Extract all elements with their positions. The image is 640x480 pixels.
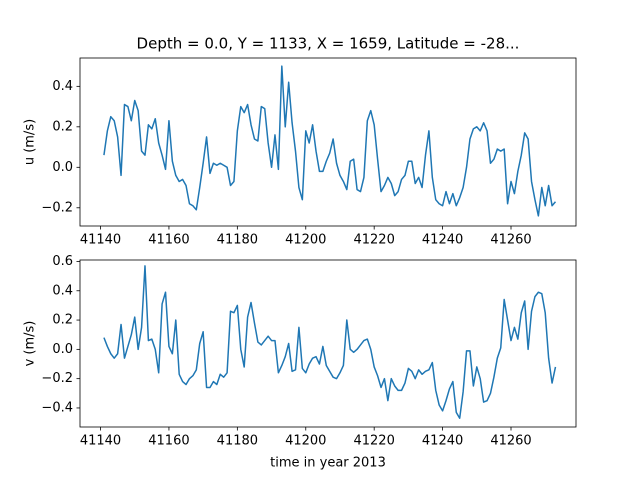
x-tick-label: 41180 xyxy=(217,434,258,449)
y-tick-label: 0.0 xyxy=(52,160,73,175)
data-line xyxy=(103,65,557,217)
y-axis-label: u (m/s) xyxy=(23,119,38,165)
y-tick-label: 0.4 xyxy=(52,79,73,94)
y-tick-label: 0.6 xyxy=(52,254,73,269)
x-tick-label: 41140 xyxy=(80,434,121,449)
axes-frame xyxy=(79,259,577,428)
x-tick-label: 41180 xyxy=(217,233,258,248)
y-tick-label: 0.2 xyxy=(52,119,73,134)
x-tick-label: 41160 xyxy=(148,434,189,449)
x-tick-label: 41240 xyxy=(422,434,463,449)
x-tick-label: 41220 xyxy=(353,434,394,449)
x-tick-label: 41140 xyxy=(80,233,121,248)
y-tick-label: −0.4 xyxy=(41,400,73,415)
y-tick-label: 0.2 xyxy=(52,313,73,328)
plot-area xyxy=(80,260,576,427)
y-tick-label: −0.2 xyxy=(41,371,73,386)
data-line xyxy=(103,265,557,419)
x-axis-label: time in year 2013 xyxy=(270,456,386,471)
y-tick-label: −0.2 xyxy=(41,200,73,215)
x-tick-label: 41220 xyxy=(353,233,394,248)
x-tick-label: 41160 xyxy=(148,233,189,248)
x-tick-label: 41200 xyxy=(285,434,326,449)
x-tick-label: 41260 xyxy=(490,233,531,248)
x-tick-label: 41200 xyxy=(285,233,326,248)
y-axis-label: v (m/s) xyxy=(23,321,38,367)
plot-area xyxy=(80,58,576,226)
chart-title: Depth = 0.0, Y = 1133, X = 1659, Latitud… xyxy=(137,35,520,53)
x-tick-label: 41260 xyxy=(490,434,531,449)
y-tick-label: 0.4 xyxy=(52,283,73,298)
y-tick-label: 0.0 xyxy=(52,342,73,357)
x-tick-label: 41240 xyxy=(422,233,463,248)
axes-frame xyxy=(79,57,577,227)
